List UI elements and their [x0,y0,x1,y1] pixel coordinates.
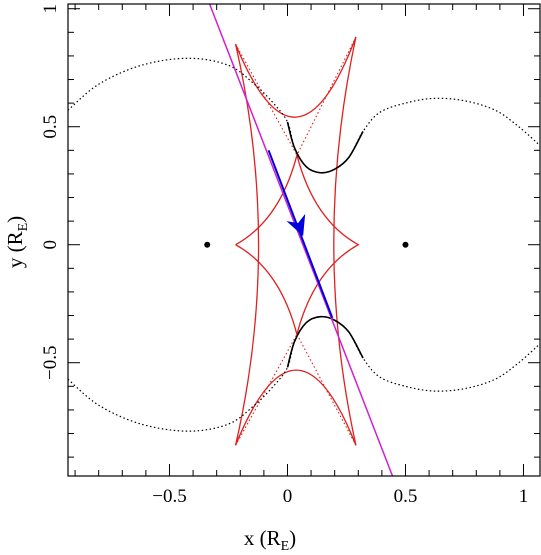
critical-curve-lower [68,316,540,432]
arrow-head [286,213,306,237]
ticks-layer [68,4,540,476]
tick-labels-layer: −0.5 0 0.5 1 −0.5 0 0.5 1 [40,4,528,507]
y-tick-label: 0 [40,240,61,250]
caustic-connector [235,43,298,156]
y-tick-label: 1 [40,4,61,14]
critical-curve-upper-solid [286,121,364,174]
critical-curve-lower-solid [286,315,364,368]
caustic-connector [235,334,298,446]
y-tick-label: 0.5 [40,115,61,139]
x-tick-label: 0.5 [394,486,418,507]
lens-point [402,241,409,248]
x-tick-label: 1 [519,486,529,507]
x-tick-label: −0.5 [152,486,186,507]
trajectory-highlight [267,149,334,319]
plot-frame [67,3,541,477]
lens-point [204,241,211,248]
y-tick-label: −0.5 [40,345,61,379]
plot-area [68,4,540,476]
trajectory-arrow [286,213,306,237]
central-caustic [235,152,360,337]
y-axis-label: y (RE) [3,216,31,268]
x-tick-label: 0 [283,486,293,507]
source-trajectory [208,4,394,476]
x-axis-label: x (RE) [244,526,296,554]
outer-caustic [234,36,357,446]
caustic-connector [296,334,357,446]
